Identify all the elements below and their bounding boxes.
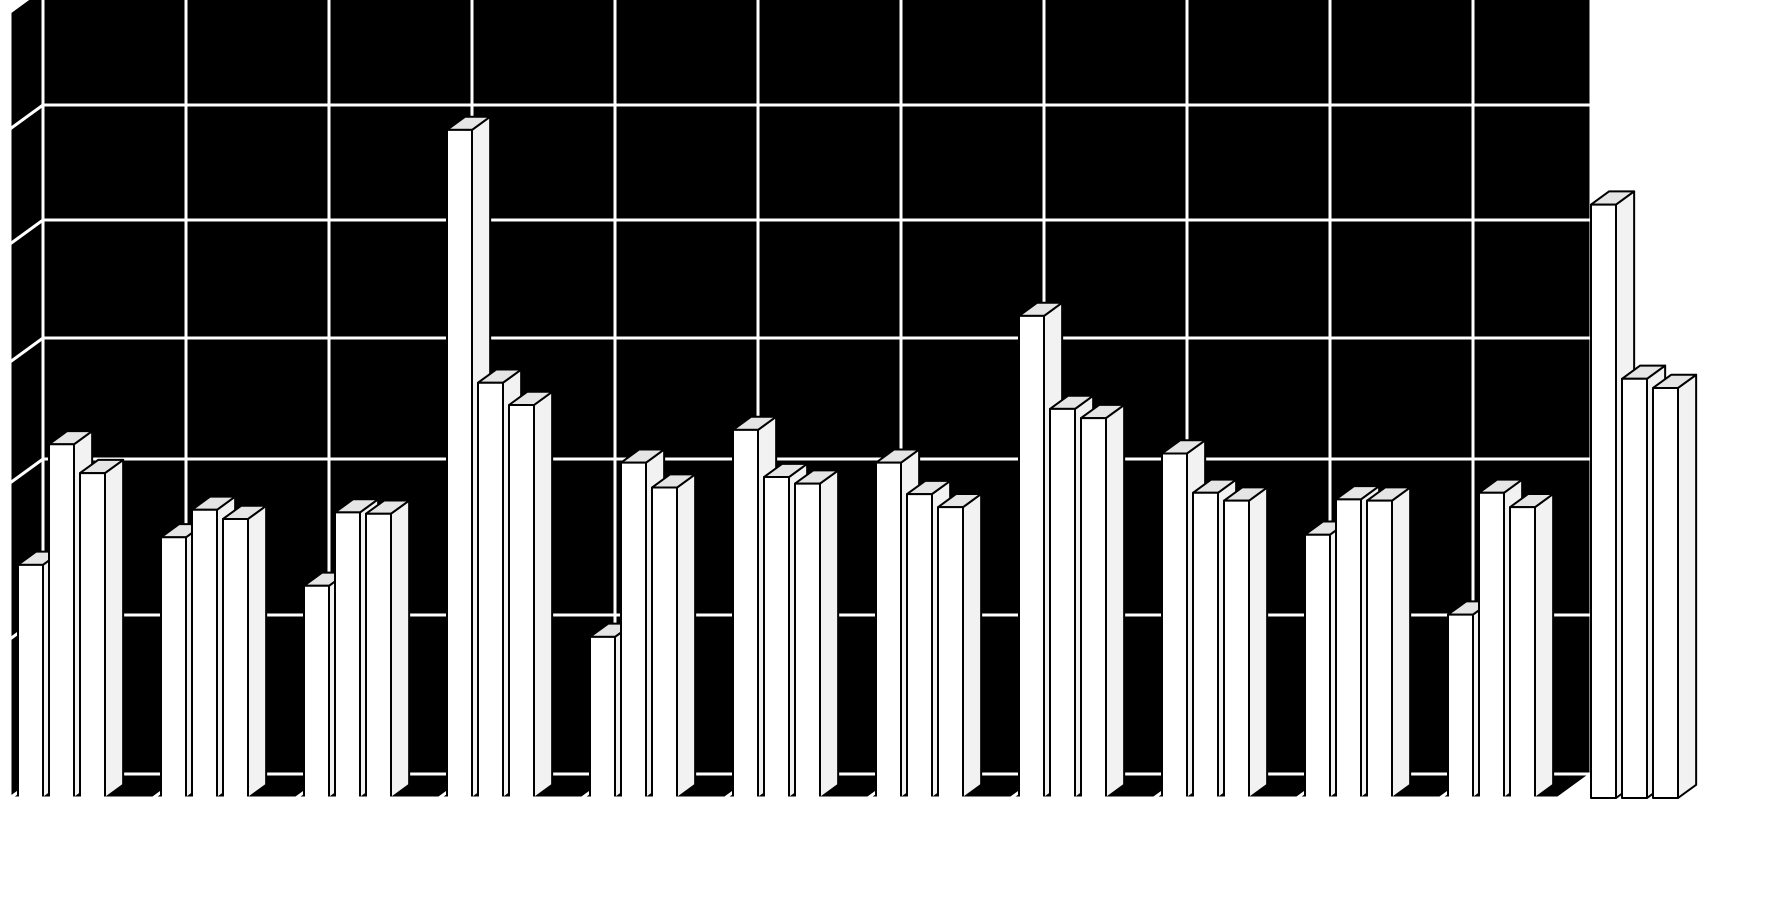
bar [1367, 487, 1410, 798]
bar-chart [0, 0, 1771, 908]
bar [223, 506, 266, 798]
bar [1081, 405, 1124, 798]
bar [938, 494, 981, 798]
bar [366, 501, 409, 798]
bar [80, 460, 123, 798]
bar [1653, 375, 1696, 798]
gridline-floor [1726, 774, 1759, 798]
bar [652, 474, 695, 798]
bar [795, 470, 838, 798]
bar [1224, 487, 1267, 798]
bar [1510, 494, 1553, 798]
bar [509, 392, 552, 798]
